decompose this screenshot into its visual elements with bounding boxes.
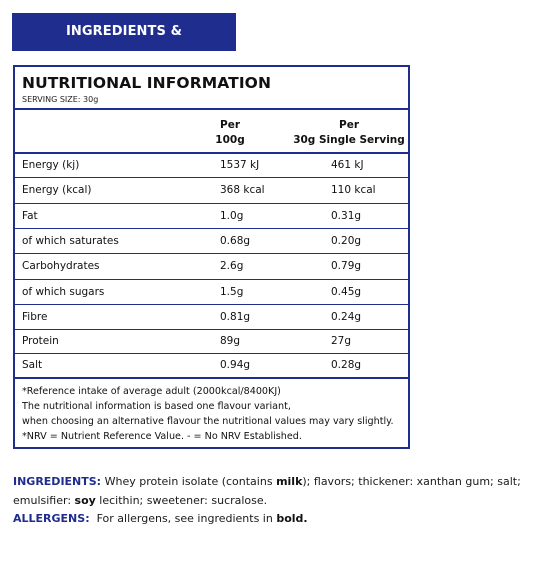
table-row: Carbohydrates 2.6g 0.79g <box>15 254 408 280</box>
value-per-serving: 110 kcal <box>331 184 376 196</box>
column-header-line: 30g Single Serving <box>293 134 405 146</box>
nutrient-name: Energy (kcal) <box>22 184 92 196</box>
ingredients-nutritionals-tab[interactable]: INGREDIENTS & NUTRITIONALS <box>12 13 236 77</box>
nutrient-name: Fibre <box>22 311 48 323</box>
ingredients-text: INGREDIENTS: Whey protein isolate (conta… <box>13 472 525 510</box>
column-header-line: Per <box>339 119 359 131</box>
panel-title: NUTRITIONAL INFORMATION <box>22 74 272 92</box>
ingredients-label: INGREDIENTS: <box>13 475 102 488</box>
value-per-100g: 1537 kJ <box>220 159 260 171</box>
nutrition-panel: NUTRITIONAL INFORMATION SERVING SIZE: 30… <box>13 65 410 449</box>
value-per-100g: 1.5g <box>220 286 244 298</box>
nutrient-name: Carbohydrates <box>22 260 100 272</box>
ingredients-part: lecithin; sweetener: sucralose. <box>95 494 268 507</box>
table-row: Fat 1.0g 0.31g <box>15 204 408 229</box>
nutrition-panel-header: NUTRITIONAL INFORMATION SERVING SIZE: 30… <box>15 67 408 110</box>
value-per-100g: 89g <box>220 335 241 347</box>
value-per-serving: 0.20g <box>331 235 362 247</box>
table-row: of which saturates 0.68g 0.20g <box>15 229 408 254</box>
value-per-serving: 0.45g <box>331 286 362 298</box>
ingredients-part: ); flavors; thickener: xanthan gum; salt… <box>13 475 521 507</box>
footnote-line: *Reference intake of average adult (2000… <box>22 386 281 397</box>
table-row: Energy (kcal) 368 kcal 110 kcal <box>15 178 408 204</box>
value-per-serving: 0.31g <box>331 210 362 222</box>
table-row: of which sugars 1.5g 0.45g <box>15 280 408 305</box>
nutrient-name: Energy (kj) <box>22 159 80 171</box>
value-per-100g: 368 kcal <box>220 184 265 196</box>
value-per-100g: 0.94g <box>220 359 251 371</box>
nutrient-name: of which saturates <box>22 235 119 247</box>
column-header-per-100g: Per 100g <box>185 118 275 148</box>
nutrient-name: Fat <box>22 210 38 222</box>
value-per-100g: 0.68g <box>220 235 251 247</box>
ingredients-part: Whey protein isolate (contains <box>101 475 277 488</box>
nutrient-name: Salt <box>22 359 43 371</box>
nutrient-name: Protein <box>22 335 59 347</box>
column-header-per-serving: Per 30g Single Serving <box>291 118 407 148</box>
table-header-row: Per 100g Per 30g Single Serving <box>15 110 408 154</box>
table-row: Energy (kj) 1537 kJ 461 kJ <box>15 154 408 178</box>
value-per-serving: 27g <box>331 335 352 347</box>
value-per-serving: 0.28g <box>331 359 362 371</box>
footnote-line: *NRV = Nutrient Reference Value. - = No … <box>22 431 302 442</box>
serving-size: SERVING SIZE: 30g <box>22 95 99 104</box>
value-per-100g: 0.81g <box>220 311 251 323</box>
allergens-bold: bold. <box>276 512 308 525</box>
allergens-text: ALLERGENS: For allergens, see ingredient… <box>13 509 308 528</box>
value-per-100g: 1.0g <box>220 210 244 222</box>
table-row: Fibre 0.81g 0.24g <box>15 305 408 330</box>
footnotes: *Reference intake of average adult (2000… <box>22 384 407 444</box>
allergens-part: For allergens, see ingredients in <box>89 512 277 525</box>
column-header-line: 100g <box>215 134 245 146</box>
table-row: Protein 89g 27g <box>15 330 408 354</box>
column-header-line: Per <box>220 119 240 131</box>
value-per-serving: 0.24g <box>331 311 362 323</box>
allergens-label: ALLERGENS: <box>13 512 90 525</box>
value-per-serving: 0.79g <box>331 260 362 272</box>
ingredients-bold-allergen: soy <box>74 494 96 507</box>
value-per-serving: 461 kJ <box>331 159 364 171</box>
value-per-100g: 2.6g <box>220 260 244 272</box>
footnote-line: The nutritional information is based one… <box>22 401 291 412</box>
ingredients-bold-allergen: milk <box>276 475 303 488</box>
footnote-line: when choosing an alternative flavour the… <box>22 416 394 427</box>
table-row: Salt 0.94g 0.28g <box>15 354 408 379</box>
nutrient-name: of which sugars <box>22 286 105 298</box>
